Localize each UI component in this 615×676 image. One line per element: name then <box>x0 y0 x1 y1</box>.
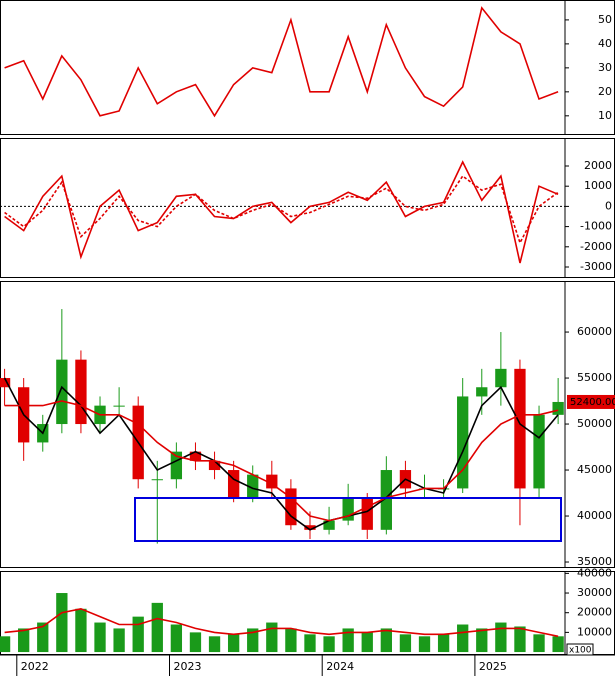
series-line <box>4 174 559 245</box>
x-tick-label: 2023 <box>174 660 202 673</box>
y-tick-label: 30000 <box>577 586 612 599</box>
y-tick-label: 1000 <box>584 179 612 192</box>
candle-body <box>0 378 11 388</box>
volume-bar <box>170 624 183 653</box>
candle-body <box>380 470 392 530</box>
volume-bar <box>380 628 392 653</box>
y-tick-label: 0 <box>605 199 612 212</box>
candle-body <box>533 414 545 489</box>
volume-bar <box>113 628 125 653</box>
y-tick-label: 50 <box>598 13 612 26</box>
y-tick-label: 2000 <box>584 159 612 172</box>
volume-bar <box>399 634 412 653</box>
y-tick-label: 20 <box>598 85 612 98</box>
annotation-box <box>134 497 562 542</box>
volume-bar <box>227 634 240 653</box>
volume-bar <box>437 634 450 653</box>
candle-body <box>304 525 316 530</box>
volume-bar <box>0 636 11 653</box>
y-tick-label: 30 <box>598 61 612 74</box>
series-line <box>4 607 559 638</box>
volume-bar <box>533 634 545 653</box>
x-tick-label: 2022 <box>21 660 49 673</box>
y-tick-label: 35000 <box>577 555 612 568</box>
volume-bar <box>266 622 278 653</box>
volume-bar <box>285 628 297 653</box>
volume-bar <box>342 628 354 653</box>
candle-body <box>342 497 354 521</box>
y-tick-label: 60000 <box>577 325 612 338</box>
candle-body <box>552 401 564 415</box>
last-price-label: 52400.00 <box>570 397 615 408</box>
volume-bar <box>476 628 488 653</box>
volume-bar <box>361 632 373 653</box>
volume-bar <box>208 636 221 653</box>
volume-bar <box>457 624 469 653</box>
y-tick-label: -2000 <box>580 240 612 253</box>
y-tick-label: 45000 <box>577 463 612 476</box>
volume-bar <box>18 628 30 653</box>
y-tick-label: 40000 <box>577 509 612 522</box>
volume-bar <box>189 632 202 653</box>
candle-body <box>75 359 87 425</box>
candle-body <box>170 451 183 480</box>
y-tick-label: -3000 <box>580 260 612 273</box>
series-line <box>3 377 559 531</box>
last-price-box <box>567 394 615 409</box>
candle-body <box>457 396 469 489</box>
volume-bar <box>418 636 431 653</box>
y-tick-label: 40 <box>598 37 612 50</box>
volume-bar <box>323 636 335 653</box>
series-line <box>4 6 559 118</box>
candle-body <box>208 460 221 471</box>
candle-body <box>266 474 278 489</box>
volume-bar <box>495 622 507 653</box>
volume-bar <box>75 608 87 653</box>
volume-bar <box>37 622 49 653</box>
candle-body <box>495 368 507 388</box>
candle-body <box>476 387 488 397</box>
unit-box <box>566 643 594 656</box>
y-tick-label: 50000 <box>577 417 612 430</box>
volume-bar <box>247 628 259 653</box>
y-tick-label: 20000 <box>577 606 612 619</box>
candle-body <box>113 405 125 407</box>
volume-bar <box>94 622 106 653</box>
y-tick-label: 55000 <box>577 371 612 384</box>
candle-body <box>56 359 68 425</box>
candle-body <box>323 520 335 530</box>
volume-bar <box>304 634 316 653</box>
series-line <box>4 400 559 522</box>
volume-bar <box>56 593 68 653</box>
unit-label: x100 <box>569 646 592 656</box>
series-line <box>4 160 559 264</box>
y-tick-label: 40000 <box>577 566 612 579</box>
volume-bar <box>552 636 564 653</box>
y-tick-label: 10000 <box>577 625 612 638</box>
volume-bar <box>514 626 526 653</box>
candle-body <box>247 474 259 498</box>
volume-bar <box>151 602 163 653</box>
candle-body <box>285 488 297 526</box>
candle-body <box>514 368 526 489</box>
candle-body <box>151 479 163 481</box>
candle-body <box>189 451 202 461</box>
y-tick-label: 10 <box>598 109 612 122</box>
volume-bar <box>132 616 144 653</box>
y-tick-label: -1000 <box>580 220 612 233</box>
x-tick-label: 2024 <box>326 660 354 673</box>
x-tick-label: 2025 <box>479 660 507 673</box>
candle-body <box>361 497 373 530</box>
candle-body <box>227 470 240 498</box>
